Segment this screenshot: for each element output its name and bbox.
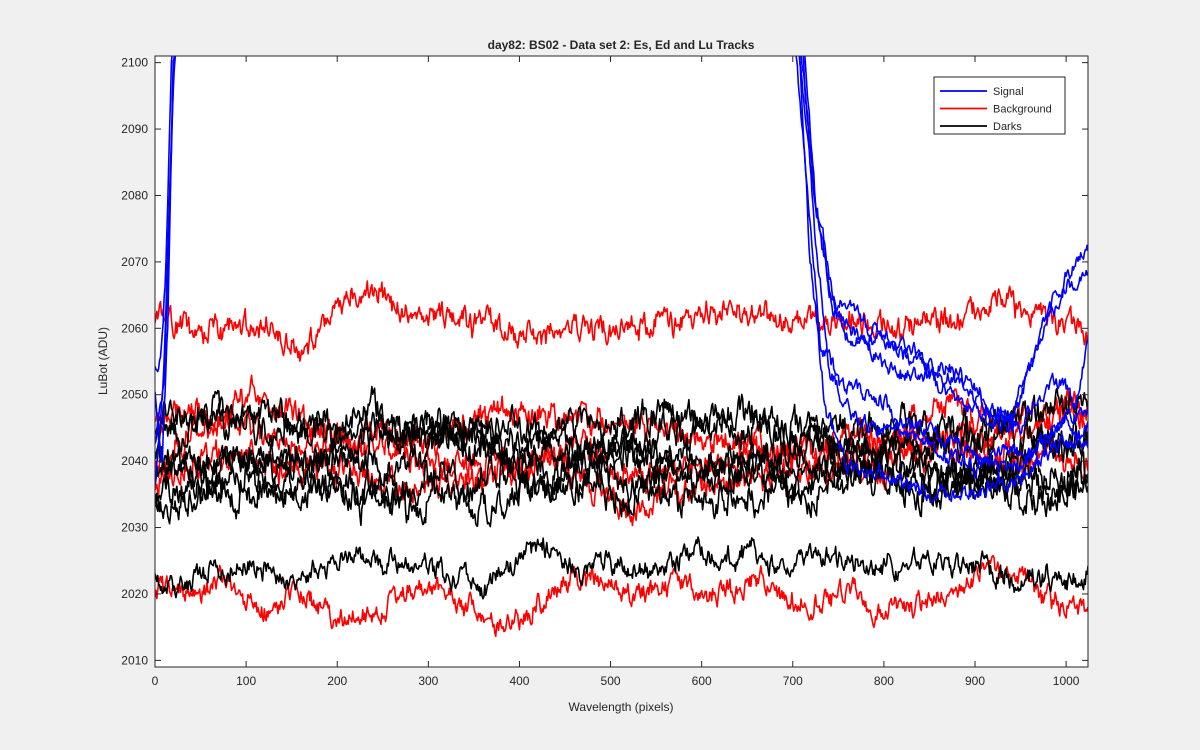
series-layer <box>155 56 1088 638</box>
x-tick-label: 600 <box>692 674 712 688</box>
y-tick-label: 2080 <box>121 188 148 202</box>
axes-box <box>154 55 1089 668</box>
series-line-darks-8 <box>155 387 1088 467</box>
x-axis-label: Wavelength (pixels) <box>569 700 674 714</box>
series-line-signal-20 <box>798 56 1088 503</box>
series-line-background-1 <box>155 554 1088 638</box>
series-line-background-4 <box>155 395 1088 487</box>
series-line-signal-18 <box>804 56 1088 435</box>
y-tick-label: 2070 <box>121 255 148 269</box>
series-line-darks-10 <box>155 414 1088 494</box>
y-tick-label: 2020 <box>121 587 148 601</box>
y-tick-label: 2100 <box>121 56 148 70</box>
series-line-signal-12 <box>155 56 176 463</box>
legend-box <box>933 76 1066 135</box>
axes-background <box>155 56 1088 667</box>
x-tick-label: 500 <box>601 674 621 688</box>
y-tick-label: 2050 <box>121 388 148 402</box>
x-tick-label: 300 <box>418 674 438 688</box>
series-line-signal-21 <box>802 56 1088 480</box>
series-line-background-0 <box>155 280 1088 362</box>
y-axis-ticks: 2010 2020 2030 2040 2050 2060 2070 2080 2090 2100 <box>121 56 1088 667</box>
x-tick-label: 0 <box>152 674 159 688</box>
x-tick-label: 700 <box>783 674 803 688</box>
y-tick-label: 2060 <box>121 321 148 335</box>
series-line-signal-16 <box>798 56 1088 427</box>
chart-title: day82: BS02 - Data set 2: Es, Ed and Lu … <box>488 38 755 52</box>
x-tick-label: 400 <box>509 674 529 688</box>
x-tick-label: 100 <box>236 674 256 688</box>
x-axis-ticks: 0 100 200 300 400 500 600 700 800 900 1000 <box>152 56 1080 688</box>
legend-label-darks: Darks <box>993 121 1022 133</box>
x-tick-label: 1000 <box>1053 674 1080 688</box>
y-tick-label: 2040 <box>121 454 148 468</box>
series-line-darks-11 <box>155 451 1088 528</box>
x-tick-label: 200 <box>327 674 347 688</box>
series-line-darks-5 <box>155 536 1088 600</box>
x-tick-label: 800 <box>874 674 894 688</box>
x-tick-label: 900 <box>965 674 985 688</box>
series-line-darks-6 <box>155 385 1088 499</box>
y-axis-label: LuBot (ADU) <box>96 327 110 395</box>
legend-label-signal: Signal <box>993 86 1024 98</box>
series-line-signal-15 <box>155 56 177 485</box>
y-tick-label: 2090 <box>121 122 148 136</box>
legend: Signal Background Darks <box>933 76 1066 135</box>
y-tick-label: 2030 <box>121 521 148 535</box>
y-tick-label: 2010 <box>121 653 148 667</box>
legend-label-background: Background <box>993 104 1052 116</box>
series-line-signal-13 <box>155 56 173 373</box>
